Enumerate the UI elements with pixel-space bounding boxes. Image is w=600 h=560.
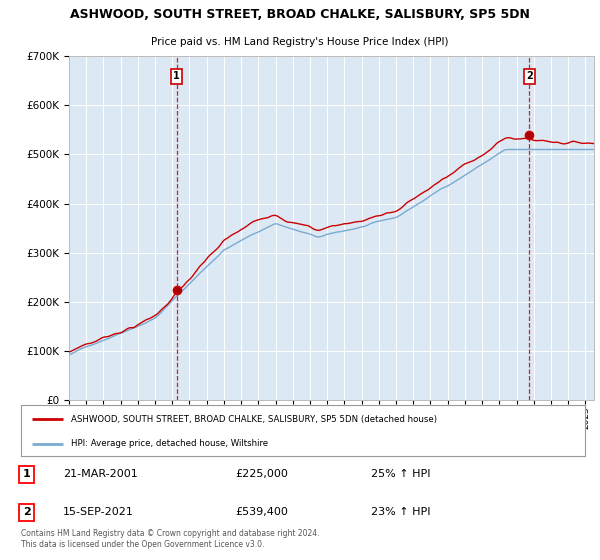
Text: 25% ↑ HPI: 25% ↑ HPI: [371, 469, 430, 479]
Text: 1: 1: [173, 72, 180, 82]
Text: HPI: Average price, detached house, Wiltshire: HPI: Average price, detached house, Wilt…: [71, 439, 268, 448]
Text: 1: 1: [23, 469, 31, 479]
Text: Contains HM Land Registry data © Crown copyright and database right 2024.
This d: Contains HM Land Registry data © Crown c…: [21, 529, 320, 549]
Text: 23% ↑ HPI: 23% ↑ HPI: [371, 507, 430, 517]
Text: 2: 2: [23, 507, 31, 517]
Text: 15-SEP-2021: 15-SEP-2021: [64, 507, 134, 517]
Text: Price paid vs. HM Land Registry's House Price Index (HPI): Price paid vs. HM Land Registry's House …: [151, 37, 449, 47]
Text: ASHWOOD, SOUTH STREET, BROAD CHALKE, SALISBURY, SP5 5DN (detached house): ASHWOOD, SOUTH STREET, BROAD CHALKE, SAL…: [71, 415, 437, 424]
Text: 21-MAR-2001: 21-MAR-2001: [64, 469, 138, 479]
Text: £225,000: £225,000: [235, 469, 288, 479]
Text: 2: 2: [526, 72, 533, 82]
Text: £539,400: £539,400: [235, 507, 288, 517]
Text: ASHWOOD, SOUTH STREET, BROAD CHALKE, SALISBURY, SP5 5DN: ASHWOOD, SOUTH STREET, BROAD CHALKE, SAL…: [70, 8, 530, 21]
